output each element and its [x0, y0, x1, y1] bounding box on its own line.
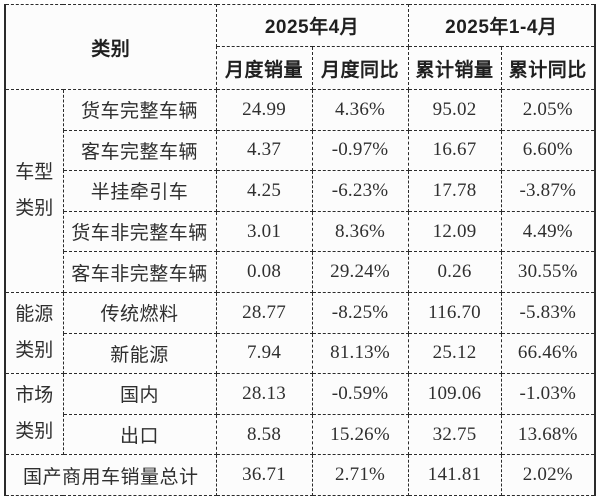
value-cell: 4.36%	[311, 89, 409, 131]
subcategory-cell: 新能源	[62, 332, 217, 375]
value-cell: 3.01	[215, 210, 313, 253]
value-cell: -8.25%	[311, 291, 409, 334]
subcategory-cell: 半挂牵引车	[62, 170, 217, 212]
commercial-vehicle-sales-table: 类别 2025年4月 2025年1-4月 月度销量 月度同比 累计销量 累计同比…	[4, 4, 597, 496]
table-row: 客车非完整车辆 0.08 29.24% 0.26 30.55%	[5, 251, 596, 293]
value-cell: 29.24%	[311, 251, 409, 293]
table-row: 半挂牵引车 4.25 -6.23% 17.78 -3.87%	[5, 170, 596, 212]
subcategory-cell: 客车非完整车辆	[62, 251, 217, 293]
table-row-total: 国产商用车销量总计 36.71 2.71% 141.81 2.02%	[4, 454, 596, 496]
value-cell: 36.71	[215, 454, 313, 496]
table-row: 市场类别 国内 28.13 -0.59% 109.06 -1.03%	[4, 373, 596, 456]
group-cell-vehicle-type: 车型类别	[4, 89, 64, 293]
table-row: 新能源 7.94 81.13% 25.12 66.46%	[5, 332, 596, 375]
table-row: 车型类别 货车完整车辆 24.99 4.36% 95.02 2.05%	[4, 89, 596, 293]
subcategory-cell: 货车非完整车辆	[62, 210, 217, 253]
subcategory-cell: 出口	[62, 413, 217, 456]
value-cell: 15.26%	[311, 413, 409, 456]
subcategory-cell: 国内	[62, 373, 217, 415]
group-cell-energy-type: 能源类别	[4, 291, 64, 375]
subcategory-cell: 客车完整车辆	[62, 129, 217, 172]
metric-header-monthly-yoy: 月度同比	[311, 46, 409, 90]
value-cell: 16.67	[407, 129, 502, 172]
value-cell: 0.26	[407, 251, 502, 293]
value-cell: 28.77	[215, 291, 313, 334]
value-cell: 4.25	[215, 170, 313, 212]
metric-header-cumulative-sales: 累计销量	[407, 46, 502, 90]
value-cell: -5.83%	[500, 291, 596, 334]
table-row: 出口 8.58 15.26% 32.75 13.68%	[5, 413, 596, 456]
value-cell: 4.49%	[500, 210, 596, 253]
period-header-ytd: 2025年1-4月	[407, 4, 596, 47]
value-cell: -1.03%	[500, 373, 596, 415]
value-cell: -6.23%	[311, 170, 409, 212]
value-cell: 141.81	[407, 454, 502, 496]
value-cell: 25.12	[407, 332, 502, 375]
value-cell: 8.36%	[311, 210, 409, 253]
value-cell: 0.08	[215, 251, 313, 293]
value-cell: 6.60%	[500, 129, 596, 172]
value-cell: -0.97%	[311, 129, 409, 172]
value-cell: 32.75	[407, 413, 502, 456]
group-cell-market-type: 市场类别	[4, 373, 64, 456]
value-cell: 109.06	[407, 373, 502, 415]
table-row: 能源类别 传统燃料 28.77 -8.25% 116.70 -5.83%	[4, 291, 596, 375]
period-header-april: 2025年4月	[215, 4, 409, 47]
value-cell: 2.02%	[500, 454, 596, 496]
table-row: 货车非完整车辆 3.01 8.36% 12.09 4.49%	[5, 210, 596, 253]
subcategory-cell: 传统燃料	[62, 291, 217, 334]
metric-header-cumulative-yoy: 累计同比	[500, 46, 596, 90]
table-row: 客车完整车辆 4.37 -0.97% 16.67 6.60%	[5, 129, 596, 172]
value-cell: 28.13	[215, 373, 313, 415]
total-label-cell: 国产商用车销量总计	[4, 454, 217, 496]
value-cell: 116.70	[407, 291, 502, 334]
value-cell: 8.58	[215, 413, 313, 456]
value-cell: 95.02	[407, 89, 502, 131]
value-cell: 4.37	[215, 129, 313, 172]
value-cell: -3.87%	[500, 170, 596, 212]
subcategory-cell: 货车完整车辆	[62, 89, 217, 131]
value-cell: 2.71%	[311, 454, 409, 496]
value-cell: 7.94	[215, 332, 313, 375]
value-cell: 12.09	[407, 210, 502, 253]
value-cell: -0.59%	[311, 373, 409, 415]
value-cell: 66.46%	[500, 332, 596, 375]
value-cell: 30.55%	[500, 251, 596, 293]
value-cell: 13.68%	[500, 413, 596, 456]
category-header: 类别	[4, 4, 217, 90]
value-cell: 2.05%	[500, 89, 596, 131]
value-cell: 81.13%	[311, 332, 409, 375]
value-cell: 17.78	[407, 170, 502, 212]
value-cell: 24.99	[215, 89, 313, 131]
metric-header-monthly-sales: 月度销量	[215, 46, 313, 90]
